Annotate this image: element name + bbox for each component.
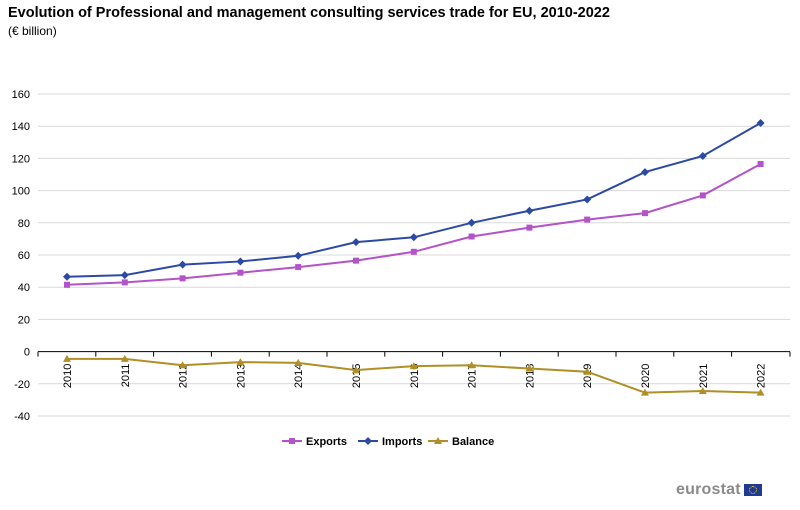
series-group (63, 118, 765, 396)
x-tick-label: 2016 (409, 364, 421, 388)
brand-text: eurostat (676, 481, 741, 498)
data-point (525, 206, 534, 215)
data-point (584, 216, 591, 223)
data-point (468, 233, 475, 240)
data-point (409, 233, 418, 242)
data-point (295, 264, 302, 271)
legend-item-imports: Imports (358, 436, 422, 448)
eurostat-logo: eurostat (676, 480, 762, 500)
x-tick-label: 2011 (120, 364, 132, 388)
data-point (434, 437, 442, 444)
data-point (467, 218, 476, 227)
data-point (64, 281, 70, 288)
data-point (236, 358, 245, 366)
x-tick-label: 2020 (640, 364, 652, 388)
y-tick-label: 160 (12, 89, 30, 101)
y-tick-label: 60 (18, 250, 30, 262)
data-point (467, 361, 476, 369)
data-point (756, 118, 765, 127)
series-imports (63, 118, 765, 281)
data-point (757, 161, 764, 168)
y-tick-label: -40 (14, 411, 30, 423)
data-point (178, 260, 187, 269)
data-point (526, 224, 533, 231)
y-tick-label: 140 (12, 121, 30, 133)
data-point (179, 275, 186, 282)
data-point (364, 437, 372, 445)
data-point (583, 367, 592, 375)
eu-flag-icon (743, 484, 762, 496)
data-point (294, 358, 303, 366)
x-axis-ticks: 2010 2011 2012 2013 2014 2015 2016 2017 2018 2019… (37, 351, 791, 388)
x-tick-label: 2013 (235, 364, 247, 388)
legend-label: Exports (306, 436, 347, 448)
data-point (63, 354, 71, 362)
legend-item-balance: Balance (428, 436, 494, 448)
data-point (583, 195, 592, 204)
data-point (698, 151, 707, 160)
data-point (63, 272, 71, 281)
y-tick-label: 80 (18, 218, 30, 230)
x-tick-label: 2017 (467, 364, 479, 388)
x-tick-label: 2019 (582, 364, 594, 388)
legend: Exports Imports Balance (282, 436, 494, 448)
y-tick-label: 40 (18, 282, 30, 294)
legend-label: Balance (452, 436, 494, 448)
y-axis-ticks: -40 -20 0 20 40 60 80 100 120 140 160 (12, 89, 30, 423)
data-point (698, 387, 707, 395)
x-tick-label: 2010 (62, 364, 74, 388)
data-point (410, 248, 417, 255)
data-point (353, 257, 359, 264)
data-point (236, 257, 245, 266)
data-point (756, 388, 765, 396)
x-tick-label: 2021 (698, 364, 710, 388)
data-point (409, 362, 418, 370)
data-point (120, 271, 129, 280)
data-point (289, 438, 295, 444)
legend-label: Imports (382, 436, 422, 448)
data-point (237, 269, 244, 276)
data-point (352, 238, 360, 247)
gridlines (38, 93, 790, 417)
x-tick-label: 2015 (351, 364, 363, 388)
data-point (699, 192, 706, 199)
data-point (121, 279, 128, 286)
y-tick-label: -20 (14, 379, 30, 391)
chart-title: Evolution of Professional and management… (8, 5, 610, 21)
x-tick-label: 2012 (178, 364, 190, 388)
y-tick-label: 0 (24, 347, 30, 359)
data-point (352, 366, 360, 374)
data-point (525, 364, 534, 372)
chart-subtitle: (€ billion) (8, 24, 57, 38)
data-point (641, 168, 649, 177)
series-exports (64, 161, 764, 288)
data-point (641, 388, 649, 396)
x-tick-label: 2014 (293, 364, 305, 388)
data-point (120, 354, 129, 362)
y-tick-label: 100 (12, 186, 30, 198)
series-balance (63, 354, 765, 396)
data-point (294, 251, 303, 260)
data-point (642, 210, 648, 217)
y-tick-label: 20 (18, 314, 30, 326)
legend-item-exports: Exports (282, 436, 347, 448)
data-point (178, 361, 187, 369)
y-tick-label: 120 (12, 153, 30, 165)
x-tick-label: 2022 (756, 364, 768, 388)
